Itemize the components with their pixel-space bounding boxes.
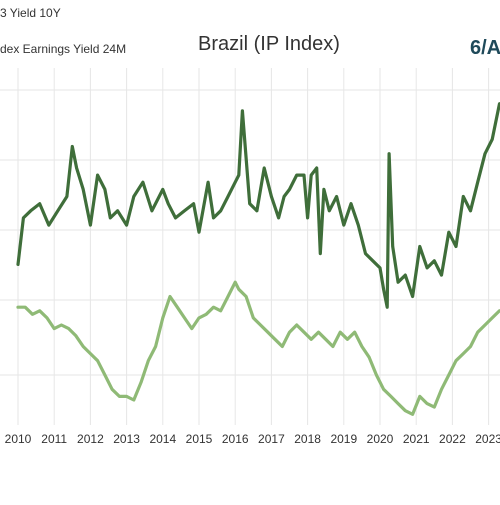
legend-entry-1: 3 Yield 10Y xyxy=(0,6,61,20)
x-tick-label-2019: 2019 xyxy=(330,432,357,446)
x-tick-label-2012: 2012 xyxy=(77,432,104,446)
series-lines xyxy=(16,102,500,416)
corner-label: 6/A xyxy=(470,37,500,59)
x-tick-label-2014: 2014 xyxy=(149,432,176,446)
chart-title: Brazil (IP Index) xyxy=(198,33,340,55)
legend: 3 Yield 10Y dex Earnings Yield 24M xyxy=(0,6,126,56)
x-tick-label-2010: 2010 xyxy=(5,432,32,446)
series-line-2 xyxy=(16,280,500,416)
x-tick-label-2022: 2022 xyxy=(439,432,466,446)
x-tick-label-2023: 2023 xyxy=(475,432,500,446)
series-line-1 xyxy=(16,102,500,309)
x-tick-label-2018: 2018 xyxy=(294,432,321,446)
x-tick-label-2020: 2020 xyxy=(367,432,394,446)
x-tick-label-2013: 2013 xyxy=(113,432,140,446)
x-tick-label-2021: 2021 xyxy=(403,432,430,446)
x-tick-label-2017: 2017 xyxy=(258,432,285,446)
x-tick-label-2016: 2016 xyxy=(222,432,249,446)
legend-entry-2: dex Earnings Yield 24M xyxy=(0,42,126,56)
gridlines xyxy=(0,68,500,425)
x-tick-label-2015: 2015 xyxy=(186,432,213,446)
x-tick-label-2011: 2011 xyxy=(41,432,67,446)
x-axis-ticks: 2010 2011 2012 2013 2014 2015 2016 2017 2018 2019… xyxy=(5,432,500,446)
